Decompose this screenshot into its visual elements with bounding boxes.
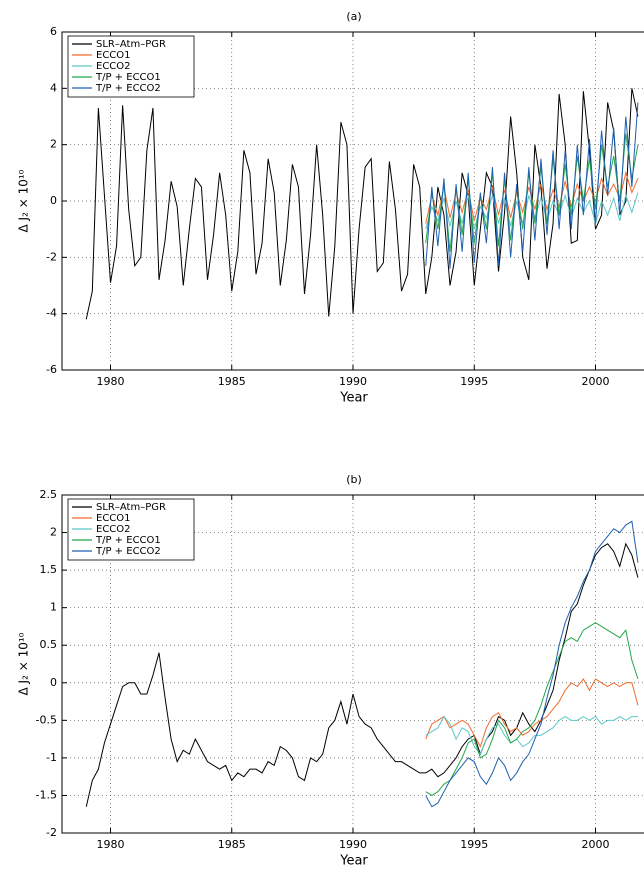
y-tick-label: 0 xyxy=(50,676,57,689)
x-tick-label: 1995 xyxy=(460,375,488,388)
y-tick-label: 2 xyxy=(50,526,57,539)
x-tick-label: 1985 xyxy=(218,838,246,851)
y-axis-label: Δ J₂ × 10¹⁰ xyxy=(17,169,31,232)
x-tick-label: 2000 xyxy=(582,838,610,851)
legend-label: T/P + ECCO2 xyxy=(95,83,161,94)
y-tick-label: 0 xyxy=(50,194,57,207)
x-tick-label: 1995 xyxy=(460,838,488,851)
plot-frame xyxy=(61,494,644,834)
series-line xyxy=(85,88,639,320)
series-line xyxy=(425,622,639,797)
y-tick-label: 1.5 xyxy=(40,563,58,576)
y-tick-label: -2 xyxy=(46,250,57,263)
legend-label: T/P + ECCO2 xyxy=(95,546,161,557)
x-tick-label: 1990 xyxy=(339,838,367,851)
y-tick-label: -2 xyxy=(46,826,57,839)
series-line xyxy=(425,715,638,756)
legend-label: ECCO1 xyxy=(96,50,131,61)
panel: -6 -4 -2 0 2 4 6 1980 1985 1990 1995 2000 (a) Year Δ J… xyxy=(17,10,644,406)
y-tick-label: -1 xyxy=(46,751,57,764)
y-tick-label: 2 xyxy=(50,138,57,151)
legend-label: T/P + ECCO1 xyxy=(95,72,161,83)
legend-label: ECCO2 xyxy=(96,61,131,72)
x-tick-label: 1980 xyxy=(97,375,125,388)
y-tick-label: -1.5 xyxy=(36,788,57,801)
x-axis-label: Year xyxy=(339,391,368,406)
legend-label: SLR–Atm–PGR xyxy=(96,39,166,50)
y-tick-label: 4 xyxy=(50,81,57,94)
series-line xyxy=(85,542,639,807)
y-tick-label: 6 xyxy=(50,25,57,38)
y-tick-label: -6 xyxy=(46,363,57,376)
legend-label: T/P + ECCO1 xyxy=(95,535,161,546)
y-tick-label: 0.5 xyxy=(40,638,58,651)
y-tick-label: 2.5 xyxy=(40,488,58,501)
x-tick-label: 2000 xyxy=(582,375,610,388)
y-tick-label: -0.5 xyxy=(36,713,57,726)
x-tick-label: 1990 xyxy=(339,375,367,388)
series-line xyxy=(425,102,639,269)
legend-label: ECCO1 xyxy=(96,513,131,524)
panel: -2 -1.5 -1 -0.5 0 0.5 1 1.5 2 2.5 1980 1985 1990 1995… xyxy=(17,473,644,869)
x-axis-label: Year xyxy=(339,854,368,869)
x-tick-label: 1980 xyxy=(97,838,125,851)
chart-title: (b) xyxy=(346,473,362,486)
plot-frame xyxy=(61,31,644,371)
y-tick-label: 1 xyxy=(50,601,57,614)
legend-label: ECCO2 xyxy=(96,524,131,535)
x-tick-label: 1985 xyxy=(218,375,246,388)
y-tick-label: -4 xyxy=(46,307,57,320)
y-axis-label: Δ J₂ × 10¹⁰ xyxy=(17,632,31,695)
series-line xyxy=(425,678,639,748)
legend-label: SLR–Atm–PGR xyxy=(96,502,166,513)
chart-title: (a) xyxy=(346,10,361,23)
series-line xyxy=(425,520,639,808)
